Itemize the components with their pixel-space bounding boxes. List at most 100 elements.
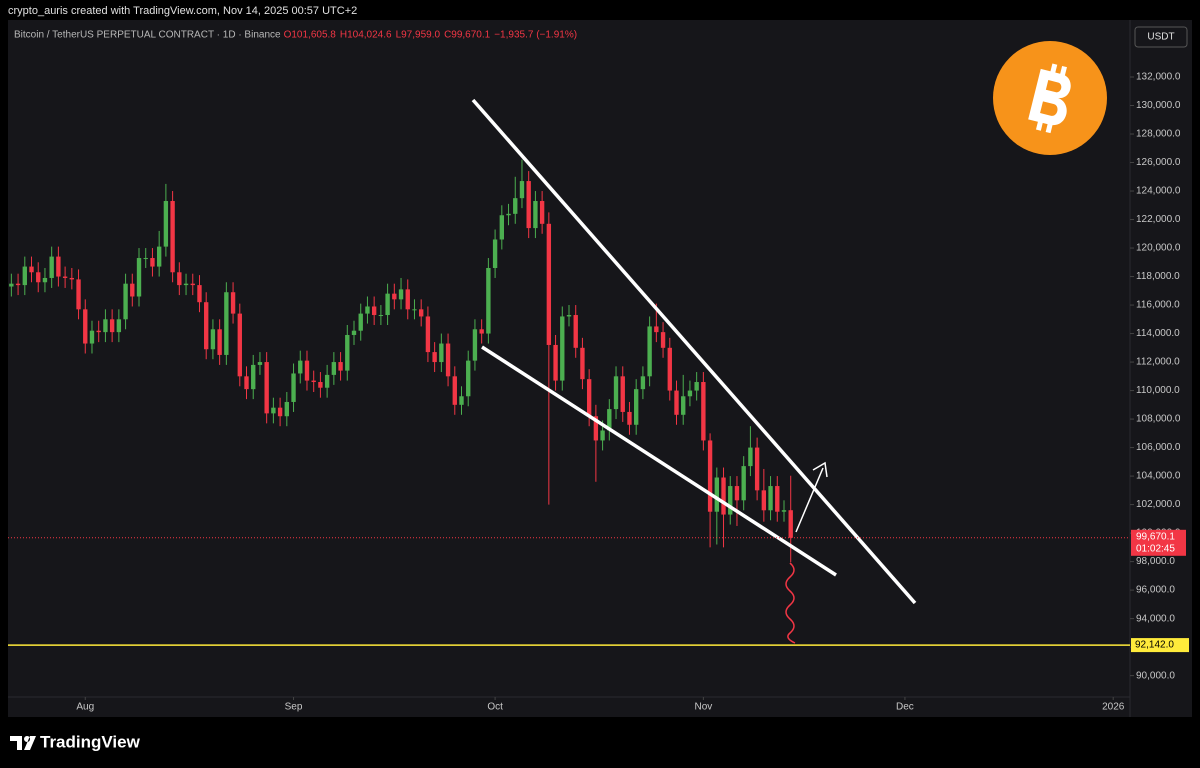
candle-body bbox=[553, 344, 558, 381]
candle-body bbox=[244, 376, 249, 390]
y-tick-label: 110,000.0 bbox=[1136, 385, 1180, 396]
price-tag bbox=[1131, 638, 1189, 653]
candle-body bbox=[351, 330, 357, 335]
x-tick-label: Oct bbox=[487, 702, 503, 713]
y-tick-label: 126,000.0 bbox=[1136, 157, 1181, 168]
legend: Bitcoin / TetherUS PERPETUAL CONTRACT · … bbox=[14, 30, 577, 41]
footer-logo: TradingView bbox=[10, 732, 141, 751]
candle-body bbox=[660, 332, 666, 348]
candle-body bbox=[600, 430, 605, 441]
candle-body bbox=[291, 373, 296, 402]
candle-body bbox=[486, 267, 491, 334]
y-tick-label: 96,000.0 bbox=[1136, 585, 1175, 596]
x-tick-label: 2026 bbox=[1102, 702, 1125, 713]
candle-body bbox=[224, 292, 229, 355]
symbol-title: Bitcoin / TetherUS PERPETUAL CONTRACT · … bbox=[14, 30, 281, 41]
trendline-lower bbox=[481, 345, 837, 577]
candle-body bbox=[586, 379, 592, 417]
change-label: −1,935.7 (−1.91%) bbox=[494, 30, 577, 41]
y-tick-label: 98,000.0 bbox=[1136, 556, 1175, 567]
candle-body bbox=[445, 343, 451, 377]
ohlc-label: L97,959.0 bbox=[396, 30, 441, 41]
x-tick-label: Aug bbox=[76, 702, 94, 713]
y-tick-label: 118,000.0 bbox=[1136, 271, 1180, 282]
candle-body bbox=[768, 486, 773, 511]
y-tick-label: 106,000.0 bbox=[1136, 442, 1181, 453]
logo-b bbox=[1049, 63, 1058, 75]
candle-body bbox=[466, 360, 471, 397]
candle-body bbox=[378, 315, 384, 317]
candle-body bbox=[761, 490, 767, 511]
time-axis bbox=[8, 697, 1130, 717]
y-tick-label: 132,000.0 bbox=[1136, 72, 1181, 83]
ohlc-label: O101,605.8 bbox=[284, 30, 337, 41]
candle-body bbox=[96, 330, 101, 333]
brand: TradingView bbox=[40, 732, 141, 751]
logo-b bbox=[1045, 122, 1053, 134]
candle-body bbox=[89, 330, 95, 344]
candle-body bbox=[432, 352, 437, 363]
candle-body bbox=[728, 486, 733, 515]
y-tick-label: 128,000.0 bbox=[1136, 129, 1181, 140]
candle-body bbox=[506, 213, 511, 216]
candle-body bbox=[9, 283, 14, 287]
candle-body bbox=[479, 329, 484, 334]
candle-body bbox=[788, 510, 793, 538]
candle-body bbox=[667, 347, 672, 391]
candle-body bbox=[304, 360, 310, 381]
candle-body bbox=[613, 376, 619, 410]
last-price-label: 99,670.1 bbox=[1136, 531, 1175, 542]
candle-body bbox=[69, 277, 75, 280]
candle-body bbox=[331, 362, 337, 375]
candle-body bbox=[533, 201, 538, 229]
currency-box bbox=[1134, 26, 1188, 48]
candle-body bbox=[694, 382, 699, 391]
plot bbox=[9, 159, 793, 563]
candle-body bbox=[707, 440, 713, 512]
candle-body bbox=[15, 283, 21, 286]
candle-body bbox=[318, 382, 323, 388]
candle-body bbox=[452, 376, 457, 405]
logo-b bbox=[1059, 65, 1067, 77]
y-tick-label: 120,000.0 bbox=[1136, 243, 1181, 254]
candle-body bbox=[136, 258, 142, 297]
candle-body bbox=[271, 407, 276, 414]
candle-body bbox=[150, 258, 155, 267]
candle-body bbox=[459, 396, 464, 405]
candle-body bbox=[230, 292, 236, 314]
candle-body bbox=[163, 201, 169, 247]
candle-body bbox=[49, 256, 54, 278]
candle-body bbox=[324, 374, 330, 388]
candle-body bbox=[284, 401, 290, 417]
candle-body bbox=[62, 276, 68, 278]
candle-body bbox=[472, 329, 478, 361]
candle-body bbox=[513, 198, 518, 214]
candle-body bbox=[109, 319, 115, 333]
candle-body bbox=[701, 382, 706, 441]
candle-body bbox=[83, 309, 88, 344]
candle-body bbox=[36, 272, 41, 283]
y-tick-label: 112,000.0 bbox=[1136, 357, 1180, 368]
candle-body bbox=[358, 313, 363, 331]
trendline-upper bbox=[471, 98, 917, 605]
ohlc-label: C99,670.1 bbox=[444, 30, 491, 41]
candle-body bbox=[734, 486, 740, 501]
candle-body bbox=[42, 277, 48, 283]
y-tick-label: 130,000.0 bbox=[1136, 100, 1181, 111]
candle-body bbox=[103, 319, 108, 333]
candle-body bbox=[654, 326, 659, 333]
plot-area bbox=[8, 20, 1130, 697]
candle-body bbox=[177, 272, 182, 286]
candle-body bbox=[237, 313, 242, 377]
candle-body bbox=[580, 347, 585, 380]
candle-body bbox=[76, 279, 81, 310]
bitcoin-logo bbox=[993, 41, 1107, 155]
y-tick-label: 104,000.0 bbox=[1136, 471, 1181, 482]
y-tick-label: 102,000.0 bbox=[1136, 499, 1181, 510]
candle-body bbox=[29, 266, 34, 273]
candle-body bbox=[385, 293, 390, 316]
logo-symbol bbox=[1028, 63, 1071, 134]
price-axis bbox=[1130, 20, 1192, 717]
